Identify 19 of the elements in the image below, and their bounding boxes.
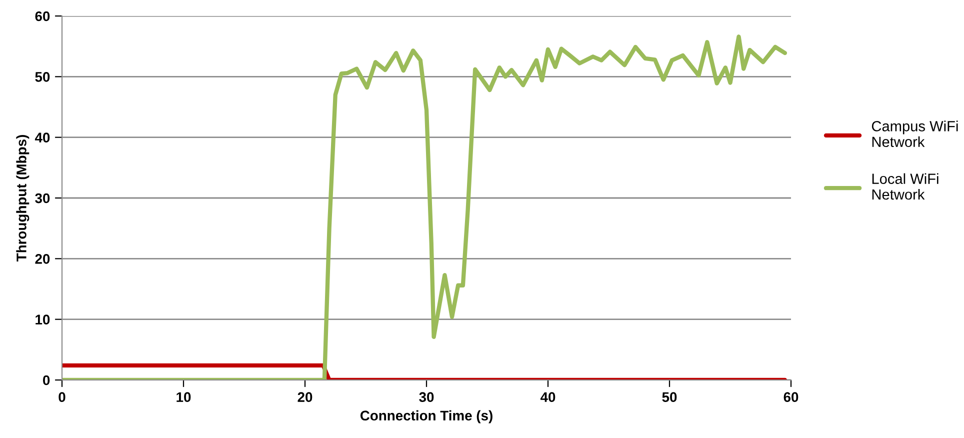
y-tick-label: 40: [34, 132, 50, 143]
x-tick-label: 60: [784, 392, 798, 402]
x-tick-label: 40: [540, 392, 556, 402]
legend-label: Local WiFi Network: [872, 173, 938, 200]
x-axis-title: Connection Time (s): [360, 410, 492, 424]
y-tick-label: 0: [43, 375, 50, 386]
y-tick-label: 10: [36, 314, 50, 325]
y-axis-title: Throughput (Mbps): [16, 135, 30, 262]
x-tick-label: 10: [176, 392, 191, 402]
y-tick-label: 20: [35, 254, 50, 264]
legend-label: Campus WiFi Network: [872, 120, 958, 148]
y-tick-label: 30: [35, 193, 50, 204]
x-tick-label: 0: [58, 392, 66, 402]
x-tick-label: 50: [662, 392, 677, 402]
x-tick-label: 20: [298, 392, 312, 402]
x-tick-label: 30: [419, 392, 434, 402]
y-tick-label: 60: [35, 11, 50, 22]
line-series: [62, 34, 788, 380]
y-tick-label: 50: [35, 72, 50, 82]
